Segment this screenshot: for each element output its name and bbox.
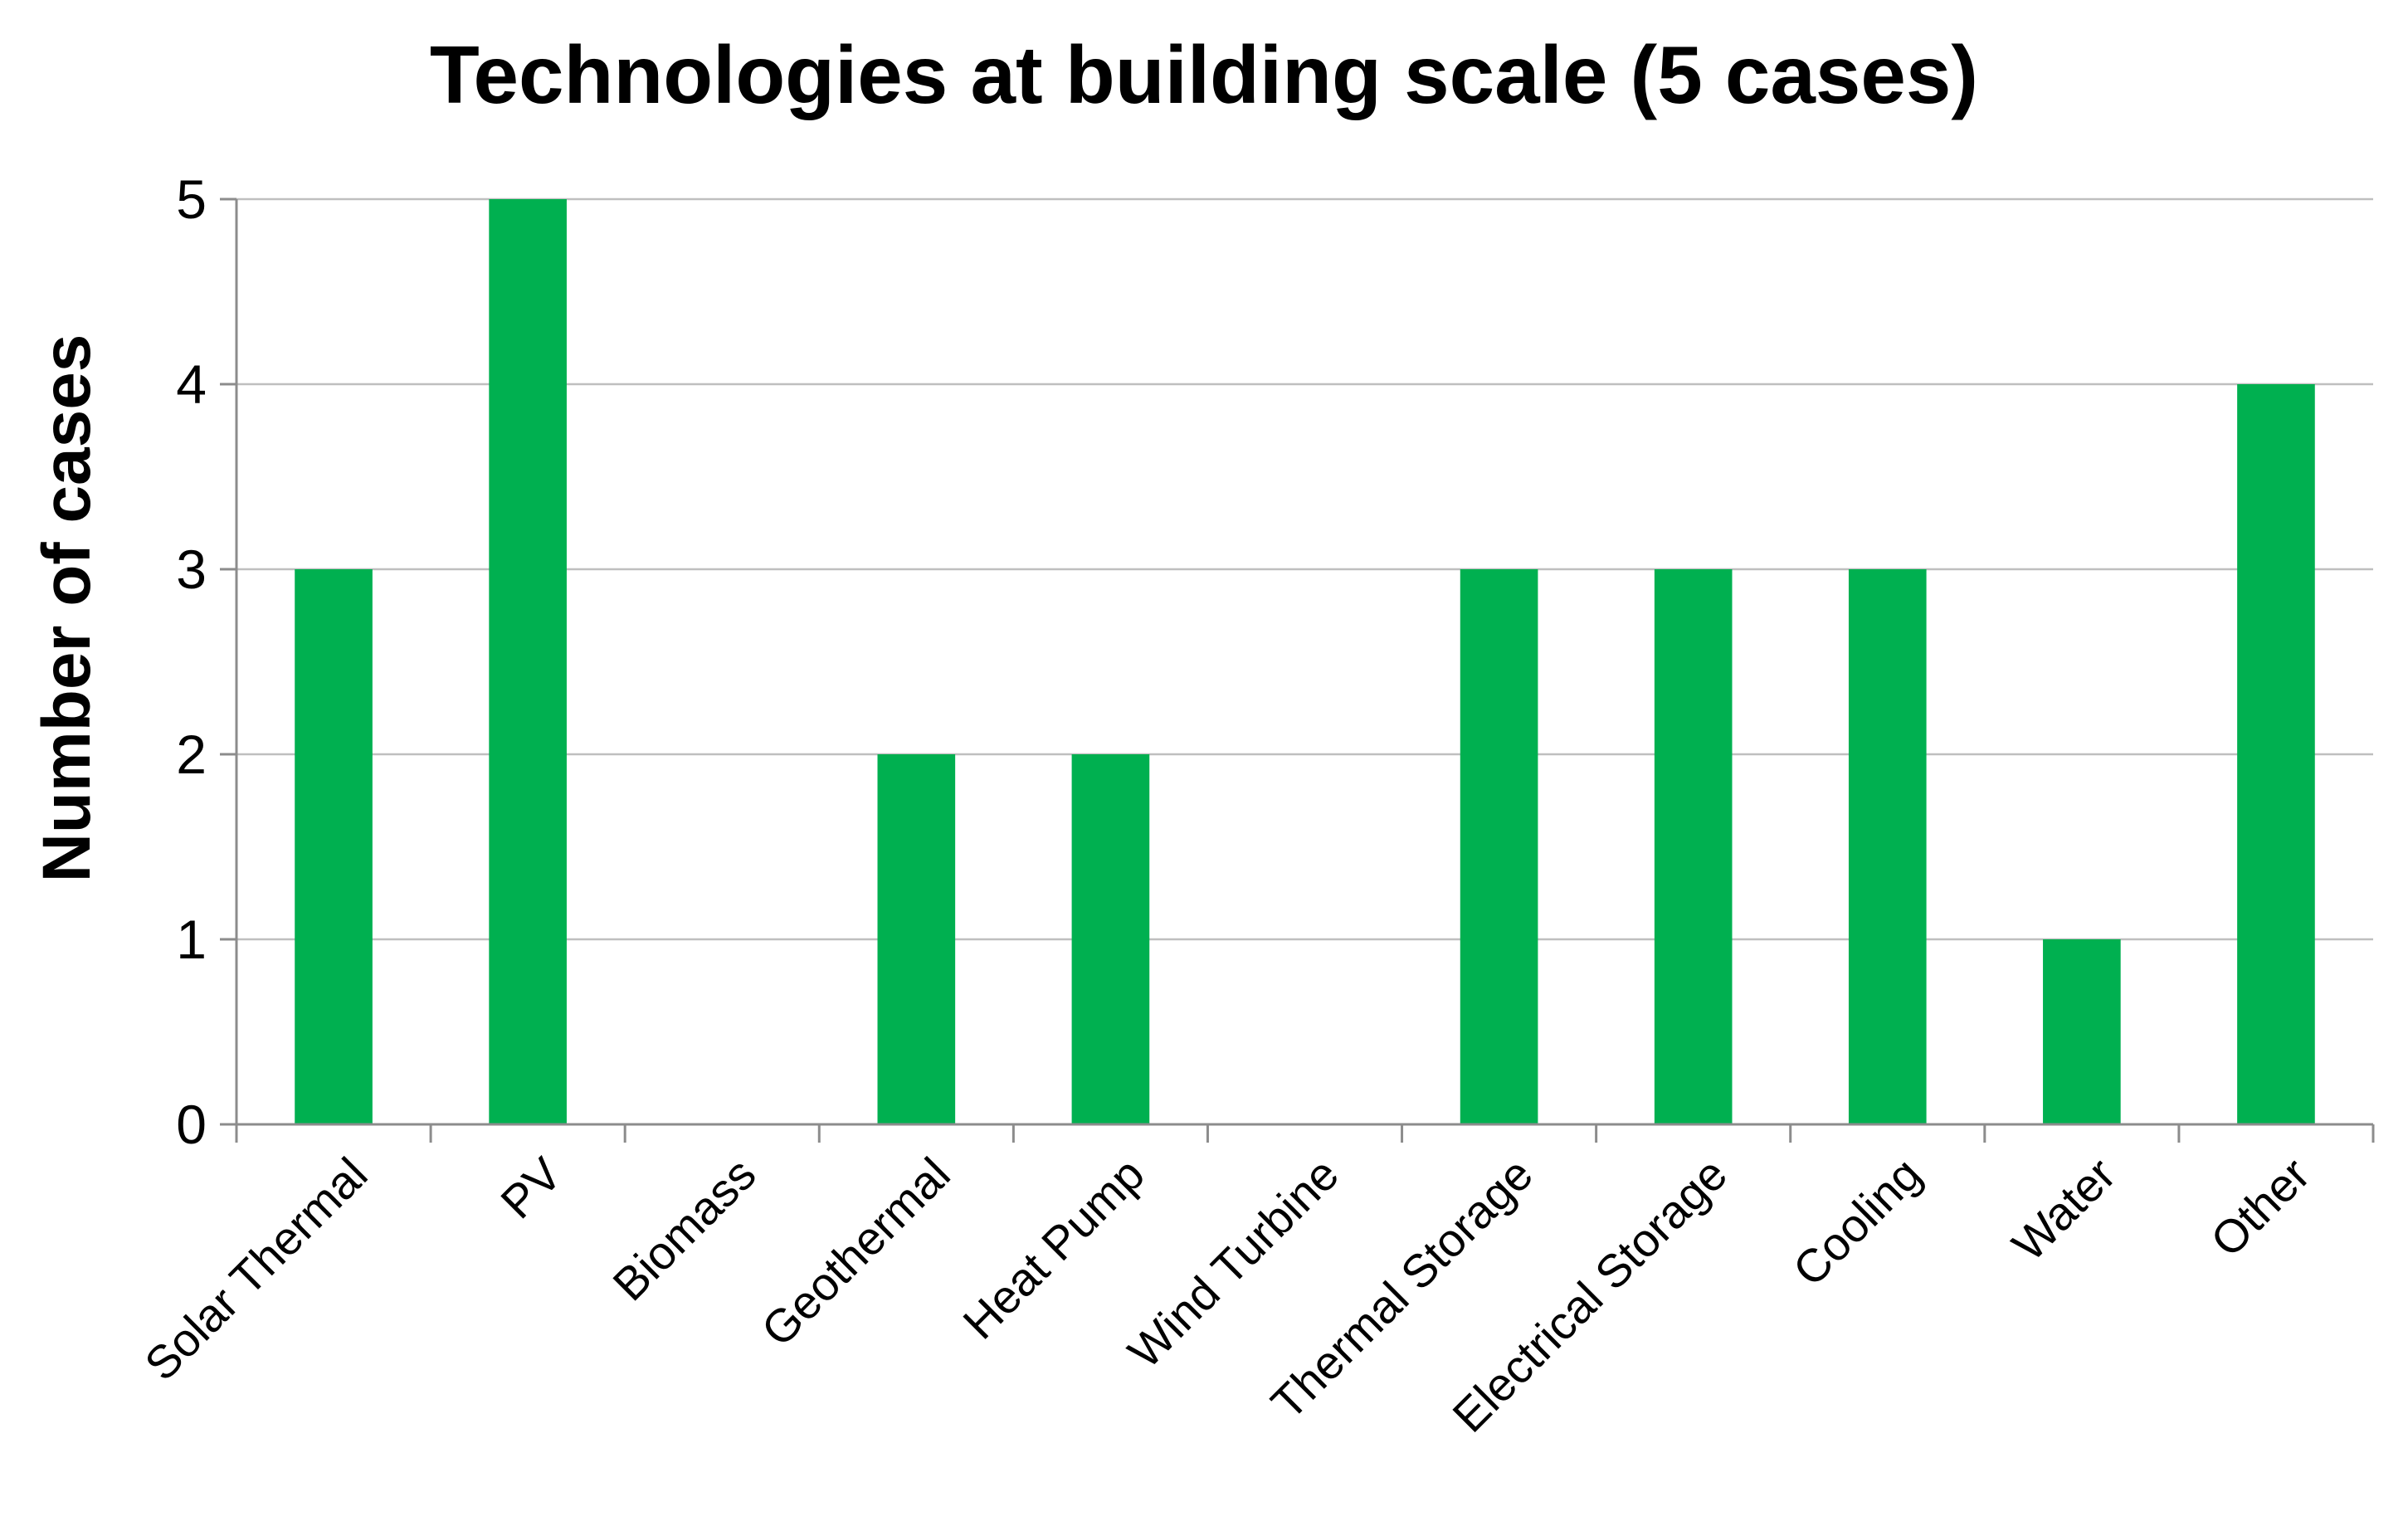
y-tick-label-5: 5 (176, 168, 207, 230)
bar-water (2043, 939, 2121, 1124)
y-tick-label-1: 1 (176, 909, 207, 970)
x-tick-label-water: Water (2002, 1148, 2126, 1271)
bar-cooling (1848, 569, 1927, 1124)
bar-solar-thermal (295, 569, 373, 1124)
y-axis-label: Number of cases (29, 334, 105, 883)
y-tick-label-0: 0 (176, 1094, 207, 1155)
bar-electrical-storage (1654, 569, 1733, 1124)
y-tick-label-4: 4 (176, 353, 207, 415)
x-tick-label-heat-pump: Heat Pump (953, 1148, 1154, 1349)
x-tick-label-cooling: Cooling (1782, 1148, 1931, 1296)
bar-heat-pump (1071, 754, 1150, 1124)
bar-thermal-storage (1460, 569, 1538, 1124)
bar-pv (489, 199, 567, 1124)
x-tick-label-other: Other (2201, 1148, 2320, 1267)
bar-geothermal (877, 754, 956, 1124)
x-tick-label-geothermal: Geothermal (751, 1148, 959, 1356)
axis-labels: 0 1 2 3 4 5 Solar Thermal PV BiomassGeothermalHe… (134, 168, 2319, 1442)
bars (295, 199, 2315, 1124)
y-tick-label-3: 3 (176, 539, 207, 600)
gridlines (236, 197, 2373, 941)
x-tick-label-pv: PV (490, 1147, 572, 1228)
x-tick-label-biomass: Biomass (602, 1148, 765, 1310)
x-tick-label-solar-thermal: Solar Thermal (134, 1148, 377, 1390)
chart-title: Technologies at building scale (5 cases) (430, 29, 1978, 120)
bar-other (2237, 384, 2315, 1124)
axes (220, 197, 2375, 1143)
y-tick-label-2: 2 (176, 724, 207, 785)
